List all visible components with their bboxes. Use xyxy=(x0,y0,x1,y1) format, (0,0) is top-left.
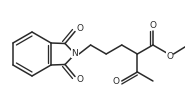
Text: O: O xyxy=(77,24,83,33)
Text: O: O xyxy=(149,21,157,30)
Text: O: O xyxy=(166,52,173,60)
Text: N: N xyxy=(72,49,78,57)
Text: O: O xyxy=(77,75,83,84)
Text: O: O xyxy=(112,76,119,85)
